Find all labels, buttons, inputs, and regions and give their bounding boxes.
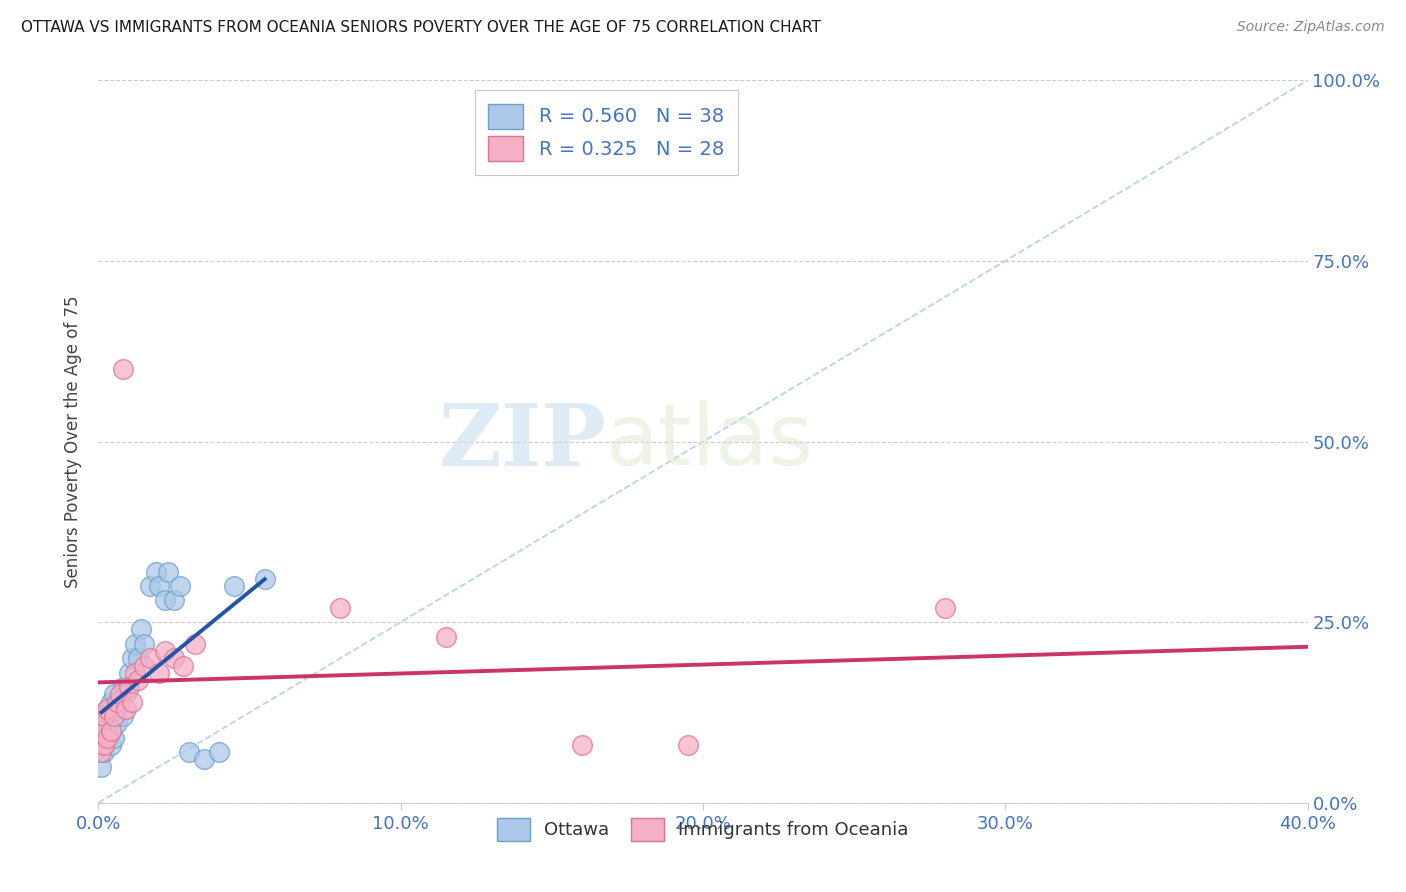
Point xyxy=(434,630,457,644)
Point xyxy=(103,709,125,723)
Point xyxy=(139,651,162,665)
Point xyxy=(172,658,194,673)
Point xyxy=(329,600,352,615)
Point xyxy=(253,572,276,586)
Point xyxy=(90,745,112,759)
Text: atlas: atlas xyxy=(606,400,814,483)
Point xyxy=(111,709,134,723)
Point xyxy=(121,651,143,665)
Point xyxy=(129,623,152,637)
Text: OTTAWA VS IMMIGRANTS FROM OCEANIA SENIORS POVERTY OVER THE AGE OF 75 CORRELATION: OTTAWA VS IMMIGRANTS FROM OCEANIA SENIOR… xyxy=(21,20,821,35)
Point xyxy=(153,593,176,607)
Point xyxy=(193,752,215,766)
Point xyxy=(139,579,162,593)
Text: Source: ZipAtlas.com: Source: ZipAtlas.com xyxy=(1237,20,1385,34)
Text: ZIP: ZIP xyxy=(439,400,606,483)
Point xyxy=(148,579,170,593)
Point xyxy=(90,723,112,738)
Point xyxy=(105,695,128,709)
Point xyxy=(127,651,149,665)
Point xyxy=(121,695,143,709)
Point xyxy=(156,565,179,579)
Point xyxy=(96,716,118,731)
Point xyxy=(93,745,115,759)
Point xyxy=(184,637,207,651)
Point xyxy=(571,738,593,752)
Point xyxy=(148,665,170,680)
Point xyxy=(124,665,146,680)
Point xyxy=(118,680,141,694)
Point xyxy=(105,702,128,716)
Point xyxy=(127,673,149,687)
Point xyxy=(93,738,115,752)
Point xyxy=(108,687,131,701)
Point xyxy=(153,644,176,658)
Point xyxy=(93,709,115,723)
Point xyxy=(163,651,186,665)
Y-axis label: Seniors Poverty Over the Age of 75: Seniors Poverty Over the Age of 75 xyxy=(65,295,83,588)
Point xyxy=(169,579,191,593)
Point xyxy=(96,702,118,716)
Point xyxy=(100,695,122,709)
Point xyxy=(100,723,122,738)
Point xyxy=(111,362,134,376)
Point xyxy=(96,731,118,745)
Point xyxy=(132,658,155,673)
Point xyxy=(145,565,167,579)
Point xyxy=(103,687,125,701)
Point xyxy=(105,716,128,731)
Point xyxy=(103,709,125,723)
Point xyxy=(163,593,186,607)
Point xyxy=(90,738,112,752)
Point xyxy=(676,738,699,752)
Point xyxy=(96,731,118,745)
Point xyxy=(111,680,134,694)
Point xyxy=(108,695,131,709)
Point xyxy=(93,709,115,723)
Point xyxy=(132,637,155,651)
Point xyxy=(103,731,125,745)
Point xyxy=(96,702,118,716)
Point xyxy=(208,745,231,759)
Legend: Ottawa, Immigrants from Oceania: Ottawa, Immigrants from Oceania xyxy=(491,810,915,848)
Point xyxy=(114,687,136,701)
Point xyxy=(90,760,112,774)
Point xyxy=(179,745,201,759)
Point xyxy=(114,702,136,716)
Point xyxy=(124,637,146,651)
Point xyxy=(100,723,122,738)
Point xyxy=(100,738,122,752)
Point xyxy=(93,723,115,738)
Point xyxy=(224,579,246,593)
Point xyxy=(118,665,141,680)
Point xyxy=(934,600,956,615)
